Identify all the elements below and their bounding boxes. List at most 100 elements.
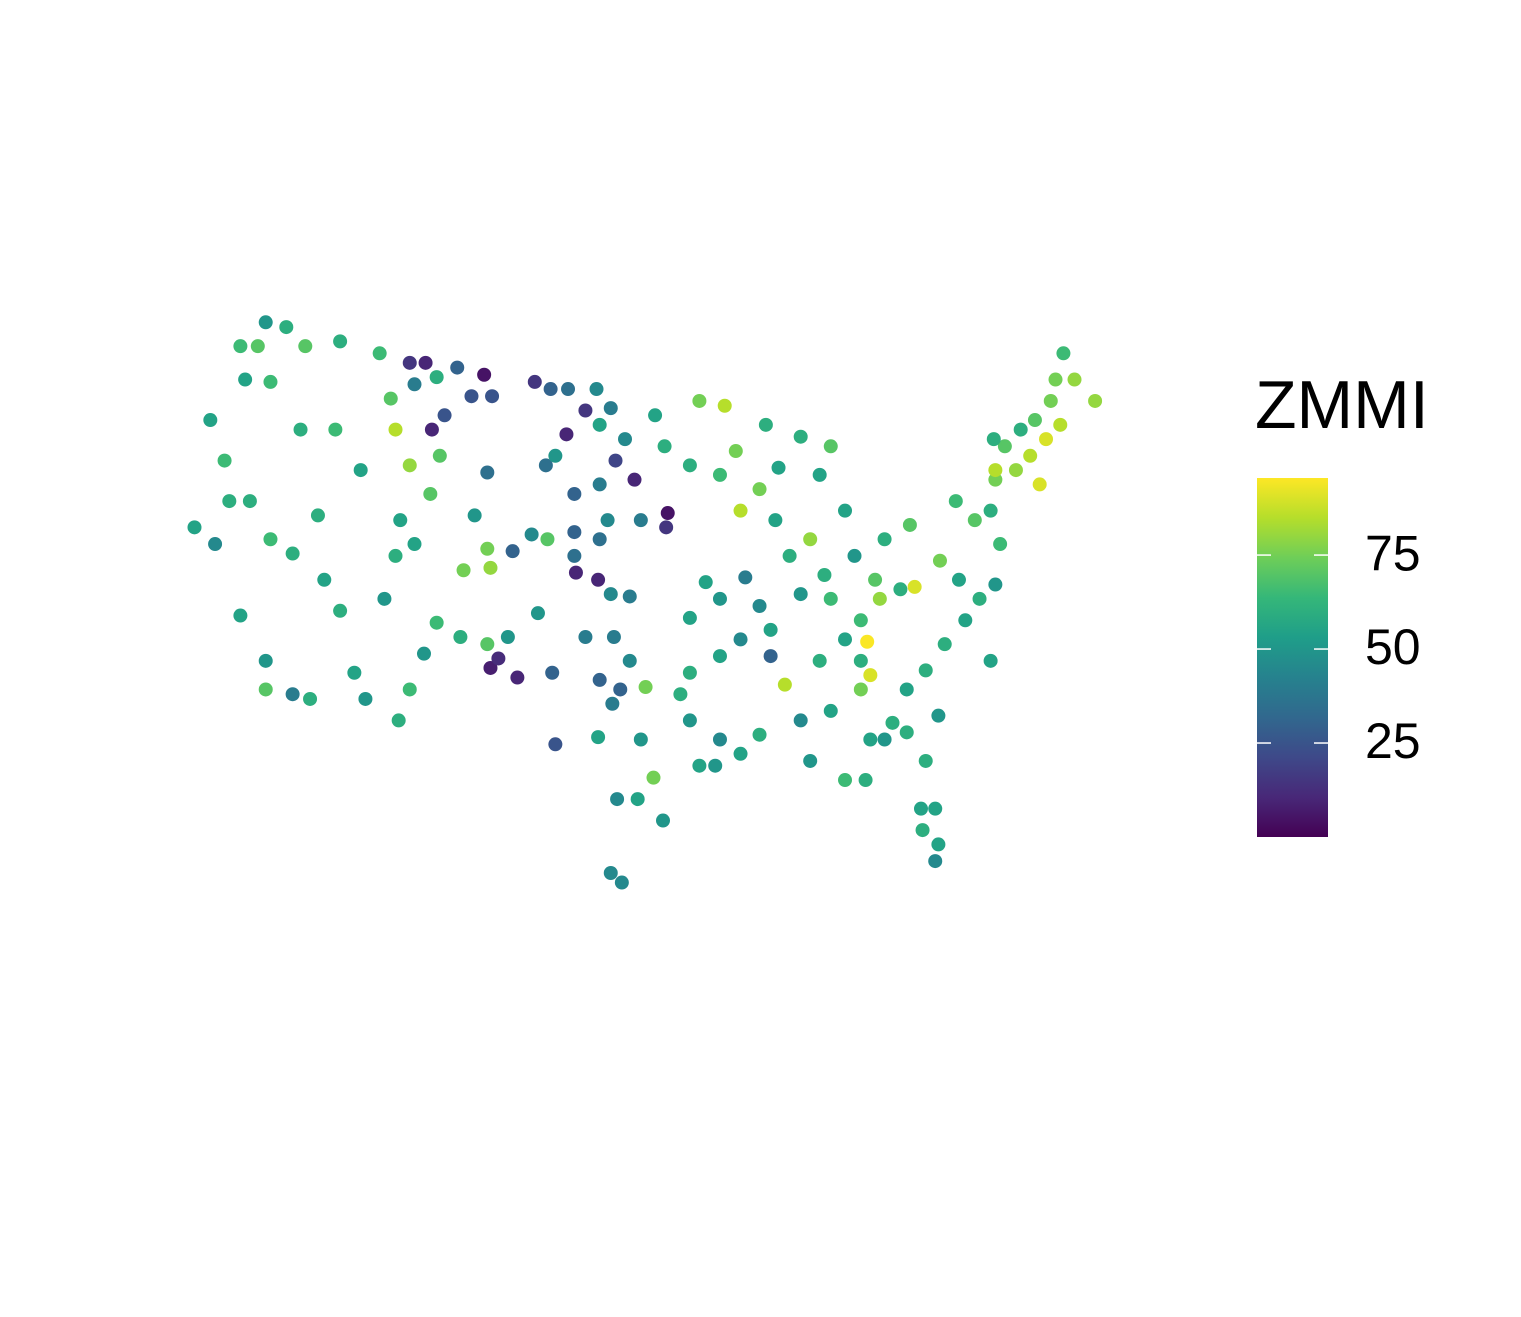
data-point (258, 653, 273, 668)
legend-title: ZMMI (1255, 367, 1429, 443)
data-point (402, 682, 417, 697)
data-point (485, 389, 500, 404)
data-point (638, 680, 653, 695)
data-point (793, 429, 808, 444)
data-point (608, 453, 623, 468)
data-point (838, 632, 853, 647)
data-point (983, 503, 998, 518)
data-point (467, 508, 482, 523)
data-point (646, 770, 661, 785)
data-point (752, 599, 767, 613)
data-point (659, 520, 674, 535)
data-point (424, 422, 439, 437)
data-point (388, 548, 403, 563)
data-point (682, 610, 697, 625)
data-point (505, 544, 520, 559)
data-point (660, 506, 675, 521)
data-point (872, 591, 887, 606)
data-point (1067, 372, 1082, 387)
data-point (567, 486, 582, 501)
data-point (838, 773, 853, 788)
data-point (285, 546, 300, 561)
data-point (853, 653, 868, 668)
data-point (242, 494, 257, 509)
data-point (480, 541, 495, 556)
data-point (627, 472, 642, 487)
data-point (682, 458, 697, 473)
data-point (203, 413, 218, 428)
data-point (559, 427, 574, 442)
data-point (692, 393, 707, 408)
data-point (578, 403, 593, 418)
data-point (937, 637, 952, 652)
data-point (931, 837, 946, 852)
data-point (548, 737, 563, 752)
data-point (548, 448, 563, 463)
data-point (592, 532, 607, 547)
data-point (863, 732, 878, 747)
data-point (578, 629, 593, 644)
data-point (592, 672, 607, 687)
data-point (1048, 372, 1063, 387)
data-point (928, 854, 943, 869)
data-point (1043, 393, 1058, 408)
data-point (838, 503, 853, 518)
data-point (606, 629, 621, 644)
data-point (603, 587, 618, 602)
data-point (233, 339, 248, 354)
data-point (823, 703, 838, 718)
data-point (712, 649, 727, 664)
data-point (263, 374, 278, 389)
data-point (899, 682, 914, 697)
data-point (877, 732, 892, 747)
data-point (858, 773, 873, 788)
data-point (416, 646, 431, 661)
data-point (477, 367, 492, 382)
data-point (782, 548, 797, 563)
data-point (614, 875, 629, 890)
data-point (1053, 417, 1068, 432)
data-point (480, 637, 495, 652)
data-point (603, 401, 618, 416)
data-point (453, 629, 468, 644)
data-point (738, 570, 753, 585)
data-point (303, 691, 318, 706)
data-point (758, 417, 773, 432)
data-point (464, 389, 479, 404)
data-point (561, 382, 576, 397)
data-point (250, 339, 265, 354)
data-point (633, 732, 648, 747)
data-point (1056, 346, 1071, 361)
data-point (932, 553, 947, 568)
data-point (545, 665, 560, 680)
data-point (622, 589, 637, 604)
data-point (407, 537, 422, 552)
data-point (928, 801, 943, 816)
data-point (393, 513, 408, 528)
data-point (868, 572, 883, 587)
data-point (432, 448, 447, 463)
data-point (372, 346, 387, 361)
data-point (279, 320, 294, 335)
data-point (527, 374, 542, 389)
data-point (618, 432, 633, 447)
data-point (712, 591, 727, 606)
data-point (812, 653, 827, 668)
data-point (317, 572, 332, 587)
data-point (524, 527, 539, 542)
data-point (708, 758, 723, 773)
colorbar-tick-label: 25 (1365, 713, 1421, 769)
data-point (353, 463, 368, 478)
data-point (630, 792, 645, 807)
data-point (238, 372, 253, 387)
data-point (983, 653, 998, 668)
data-point (972, 591, 987, 606)
data-point (793, 713, 808, 728)
data-point (918, 663, 933, 678)
data-point (1039, 432, 1054, 447)
data-point (208, 537, 223, 552)
data-point (733, 632, 748, 647)
data-point (591, 730, 606, 745)
data-point (1088, 393, 1103, 408)
data-point (567, 525, 582, 540)
